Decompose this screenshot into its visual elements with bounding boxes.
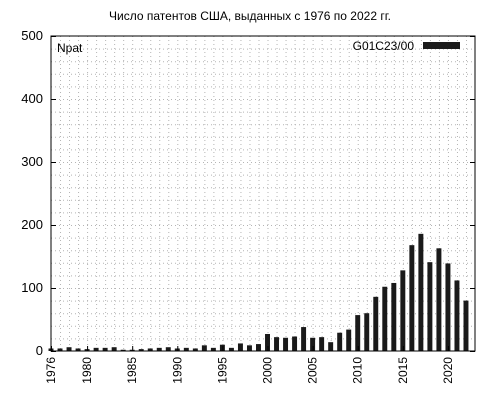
bar <box>409 245 414 351</box>
bar <box>328 342 333 351</box>
bar <box>238 343 243 351</box>
bar <box>265 334 270 351</box>
bar <box>400 270 405 351</box>
bar <box>112 347 117 351</box>
x-tick-label: 2010 <box>351 357 365 384</box>
y-tick-label: 500 <box>21 28 43 43</box>
bar <box>67 347 72 351</box>
x-tick-label: 1976 <box>44 357 58 384</box>
x-tick-labels: 1976 1980 1985 1990 1995 2000 2005 2010 2015 2020 <box>44 357 455 384</box>
bar <box>382 287 387 351</box>
bar <box>373 297 378 351</box>
bar <box>247 345 252 351</box>
bar <box>454 280 459 351</box>
bar <box>445 263 450 351</box>
x-tick-label: 1995 <box>215 357 229 384</box>
x-tick-label: 1990 <box>170 357 184 384</box>
bar <box>292 337 297 351</box>
legend-label: G01C23/00 <box>353 39 415 53</box>
y-tick-label: 0 <box>36 343 43 358</box>
bar <box>346 330 351 351</box>
x-tick-label: 2015 <box>396 357 410 384</box>
bar <box>202 345 207 351</box>
y-axis-label: Npat <box>57 41 83 55</box>
bar <box>283 338 288 351</box>
bar <box>256 344 261 351</box>
bar <box>310 338 315 351</box>
bar <box>319 337 324 351</box>
bar <box>364 313 369 351</box>
bar <box>274 337 279 351</box>
bar <box>166 347 171 351</box>
bar <box>301 327 306 351</box>
y-tick-label: 300 <box>21 154 43 169</box>
legend: G01C23/00 <box>353 39 460 53</box>
bar <box>355 315 360 351</box>
legend-swatch <box>423 42 460 49</box>
y-tick-labels: 0 100 200 300 400 500 <box>21 28 43 358</box>
x-tick-label: 1980 <box>80 357 94 384</box>
bar <box>436 248 441 351</box>
x-tick-label: 2005 <box>306 357 320 384</box>
bar <box>337 333 342 351</box>
y-tick-label: 200 <box>21 217 43 232</box>
bar <box>463 301 468 351</box>
y-tick-label: 100 <box>21 280 43 295</box>
bar <box>391 283 396 351</box>
x-tick-label: 2000 <box>261 357 275 384</box>
bar <box>418 234 423 351</box>
x-tick-label: 2020 <box>441 357 455 384</box>
y-tick-label: 400 <box>21 91 43 106</box>
x-tick-label: 1985 <box>125 357 139 384</box>
bar <box>427 262 432 351</box>
